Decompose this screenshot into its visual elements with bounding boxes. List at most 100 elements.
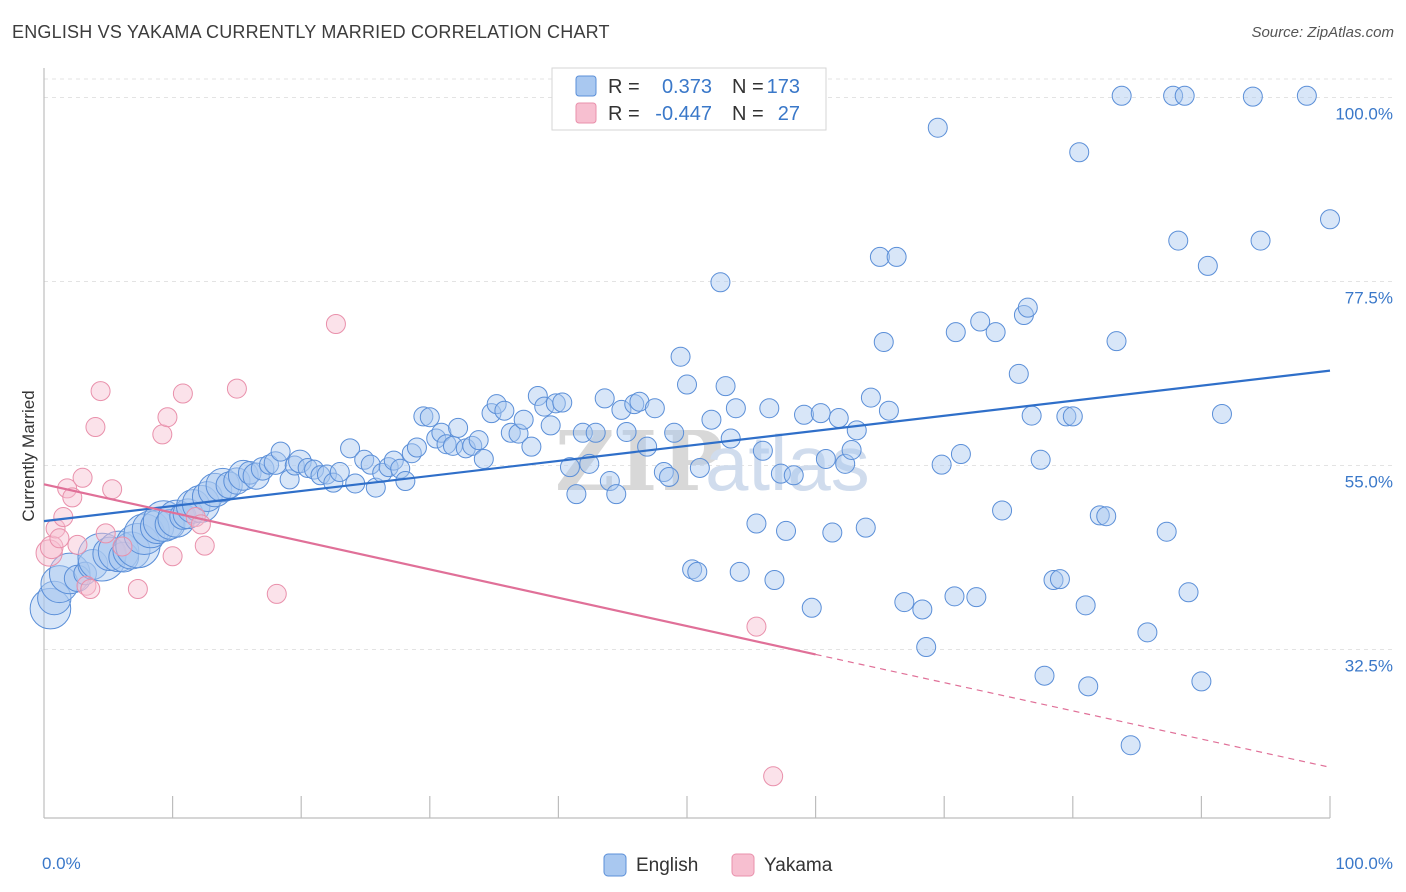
english-point xyxy=(237,461,262,485)
english-point xyxy=(552,392,573,413)
yakama-point xyxy=(76,575,97,596)
yakama-trendline-extension xyxy=(815,653,1331,768)
english-point xyxy=(815,448,836,469)
english-point xyxy=(1320,209,1340,230)
y-tick-label: 77.5% xyxy=(1345,288,1393,307)
legend-n-value-english: 173 xyxy=(767,76,800,98)
english-point xyxy=(629,391,650,412)
english-point xyxy=(1043,569,1064,590)
stats-legend-box xyxy=(551,67,827,131)
legend-n-value-yakama: 27 xyxy=(778,103,800,125)
english-point xyxy=(1017,297,1038,318)
english-point xyxy=(715,376,736,397)
english-point xyxy=(413,406,434,427)
english-point xyxy=(828,408,849,429)
trendlines xyxy=(43,369,1331,768)
yakama-point xyxy=(157,407,178,428)
english-point xyxy=(950,444,971,465)
english-point xyxy=(644,398,665,419)
english-point xyxy=(419,407,440,428)
english-point xyxy=(624,394,645,415)
yakama-point xyxy=(85,417,106,438)
yakama-point xyxy=(127,578,148,599)
series-legend-label-english: English xyxy=(636,855,698,876)
english-point xyxy=(1197,255,1218,276)
english-point xyxy=(1211,403,1232,424)
yakama-point xyxy=(112,536,133,557)
watermark-zip: ZIP xyxy=(555,414,727,510)
english-point xyxy=(664,422,685,443)
english-point xyxy=(606,484,627,505)
english-point xyxy=(494,400,515,421)
yakama-point xyxy=(194,535,215,556)
english-point xyxy=(878,400,899,421)
english-point xyxy=(500,422,521,443)
english-point xyxy=(594,388,615,409)
english-point xyxy=(869,246,890,267)
english-point xyxy=(1049,569,1070,590)
english-point xyxy=(927,117,948,138)
legend-r-value-yakama: -0.447 xyxy=(655,103,712,125)
yakama-point xyxy=(90,381,111,402)
yakama-point xyxy=(102,479,123,500)
series-legend: English Yakama xyxy=(603,853,833,877)
english-point xyxy=(1062,406,1083,427)
english-point xyxy=(912,599,933,620)
yakama-point xyxy=(80,578,101,599)
english-point xyxy=(304,459,325,480)
english-point xyxy=(611,399,632,420)
series-legend-swatch-english xyxy=(603,853,627,877)
english-point xyxy=(468,430,489,451)
english-point xyxy=(1250,230,1271,251)
english-point xyxy=(822,522,843,543)
stats-legend: R = 0.373 N = 173 R = -0.447 N = 27 xyxy=(551,67,827,131)
yakama-points xyxy=(35,313,784,787)
english-point xyxy=(985,322,1006,343)
y-tick-label: 32.5% xyxy=(1345,657,1393,676)
english-point xyxy=(97,530,140,573)
english-point xyxy=(944,586,965,607)
english-point xyxy=(966,587,987,608)
english-point xyxy=(316,464,337,485)
english-point xyxy=(916,637,937,658)
english-point xyxy=(894,592,915,613)
english-points xyxy=(29,85,1340,756)
english-point xyxy=(473,448,494,469)
yakama-point xyxy=(763,766,784,787)
y-tick-label: 55.0% xyxy=(1345,472,1393,491)
english-point xyxy=(670,346,691,367)
series-legend-swatch-yakama xyxy=(731,853,755,877)
english-point xyxy=(776,520,797,541)
english-point xyxy=(616,421,637,442)
english-point xyxy=(1296,85,1317,106)
english-point xyxy=(1069,142,1090,163)
english-point xyxy=(1242,86,1263,107)
chart-title: ENGLISH VS YAKAMA CURRENTLY MARRIED CORR… xyxy=(12,22,610,42)
english-point xyxy=(585,422,606,443)
english-point xyxy=(297,457,318,478)
yakama-point xyxy=(49,528,70,549)
english-point xyxy=(770,463,791,484)
english-point xyxy=(637,436,658,457)
yakama-point xyxy=(746,616,767,637)
legend-n-label-yakama: N = xyxy=(732,103,764,125)
yakama-point xyxy=(266,583,287,604)
english-point xyxy=(521,436,542,457)
y-tick-labels: 100.0% 77.5% 55.0% 32.5% xyxy=(1335,104,1393,675)
legend-swatch-english xyxy=(575,75,597,97)
english-point xyxy=(1089,505,1110,526)
english-point xyxy=(992,500,1013,521)
english-trendline xyxy=(43,369,1331,523)
english-point xyxy=(860,387,881,408)
english-point xyxy=(682,559,703,580)
english-point xyxy=(810,403,831,424)
legend-swatch-yakama xyxy=(575,102,597,124)
english-point xyxy=(1056,406,1077,427)
english-point xyxy=(658,466,679,487)
english-point xyxy=(579,453,600,474)
yakama-point xyxy=(95,523,116,544)
english-point xyxy=(431,422,452,443)
english-point xyxy=(1021,405,1042,426)
gridlines xyxy=(44,78,1392,651)
